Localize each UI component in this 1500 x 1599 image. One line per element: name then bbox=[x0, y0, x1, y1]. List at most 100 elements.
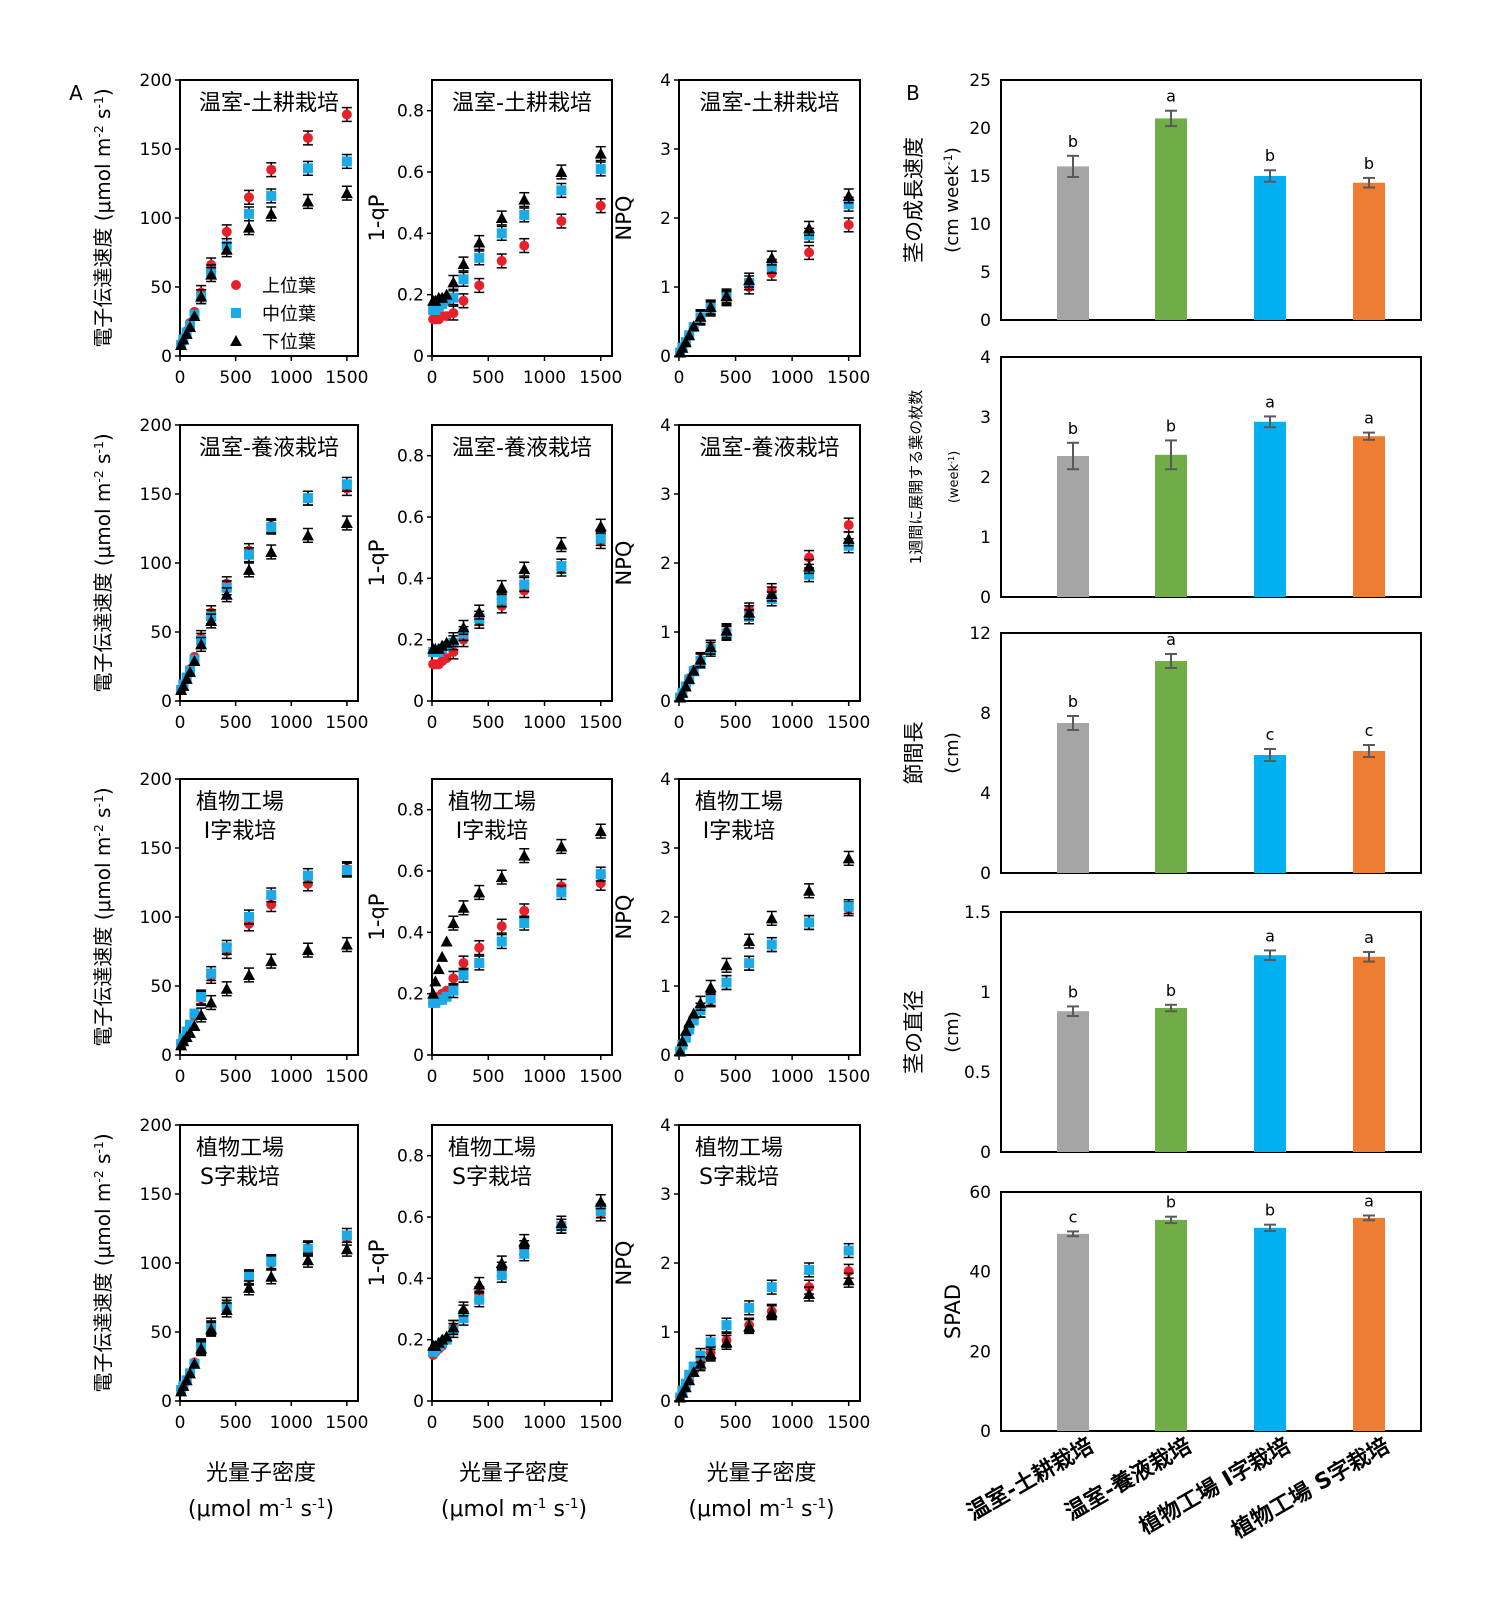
plot-frame bbox=[1000, 911, 1422, 1153]
x-tick-label: 1500 bbox=[827, 1067, 870, 1087]
y-tick-label: 0 bbox=[161, 692, 172, 712]
data-point-lower bbox=[265, 955, 278, 967]
panel-title: S字栽培 bbox=[452, 1165, 532, 1190]
data-point-lower bbox=[694, 653, 707, 665]
data-point-middle bbox=[519, 1248, 530, 1259]
x-tick-label: 1000 bbox=[523, 1413, 566, 1433]
data-point-lower bbox=[842, 852, 855, 864]
data-point-lower bbox=[803, 222, 816, 234]
x-tick-label: 500 bbox=[219, 368, 251, 388]
panel-title: S字栽培 bbox=[699, 1165, 779, 1190]
data-point-lower bbox=[495, 581, 508, 593]
data-point-middle bbox=[804, 1264, 815, 1275]
data-point-middle bbox=[266, 522, 277, 533]
x-tick-label: 500 bbox=[719, 368, 751, 388]
plot-frame bbox=[179, 424, 359, 702]
y-tick-label: 0.6 bbox=[397, 508, 424, 528]
data-point-lower bbox=[555, 1217, 568, 1229]
panel-qp-3: 0 0.2 0.4 0.6 0.8 0 500 1000 1500 植物工場 I字栽培 1-qP bbox=[365, 778, 622, 1087]
x-tick-label: 0 bbox=[427, 1067, 438, 1087]
bar-3 bbox=[1254, 755, 1286, 873]
data-point-middle bbox=[519, 918, 530, 929]
y-tick-label: 150 bbox=[140, 485, 172, 505]
data-point-lower bbox=[518, 849, 531, 861]
y-tick-label: 0.8 bbox=[397, 801, 424, 821]
y-tick-label: 150 bbox=[140, 140, 172, 160]
data-point-lower bbox=[694, 310, 707, 322]
data-point-lower bbox=[265, 545, 278, 557]
data-point-middle bbox=[221, 942, 232, 953]
data-point-upper bbox=[496, 255, 507, 266]
data-point-middle bbox=[448, 292, 459, 303]
data-point-middle bbox=[721, 977, 732, 988]
y-tick-label: 2 bbox=[660, 209, 671, 229]
x-tick-label: 1000 bbox=[523, 368, 566, 388]
data-point-lower bbox=[555, 840, 568, 852]
data-point-middle bbox=[243, 1271, 254, 1282]
data-point-lower bbox=[473, 886, 486, 898]
data-point-lower bbox=[301, 1254, 314, 1266]
y-tick-label: 12 bbox=[969, 624, 991, 644]
y-tick-label: 2 bbox=[980, 468, 991, 488]
data-point-lower bbox=[687, 1366, 700, 1378]
data-point-middle bbox=[441, 991, 452, 1002]
data-point-middle bbox=[185, 1019, 196, 1030]
y-tick-label: 100 bbox=[140, 554, 172, 574]
panel-title: 温室-養液栽培 bbox=[199, 436, 339, 461]
data-point-lower bbox=[555, 166, 568, 177]
y-axis-label: 1週間に展開する葉の枚数 bbox=[907, 390, 925, 565]
data-point-lower bbox=[301, 944, 314, 956]
significance-letter: a bbox=[1166, 630, 1176, 649]
x-tick-label: 500 bbox=[219, 1067, 251, 1087]
x-tick-label: 1500 bbox=[579, 1067, 622, 1087]
y-tick-label: 0 bbox=[161, 347, 172, 367]
y-tick-label: 1 bbox=[660, 623, 671, 643]
bar-2 bbox=[1155, 118, 1187, 321]
data-point-upper bbox=[496, 921, 507, 932]
y-tick-label: 10 bbox=[969, 215, 991, 235]
y-tick-label: 200 bbox=[140, 71, 172, 91]
x-tick-label: 1500 bbox=[827, 1413, 870, 1433]
data-point-lower bbox=[440, 935, 453, 947]
x-tick-label: 1500 bbox=[325, 713, 368, 733]
y-tick-label: 20 bbox=[969, 119, 991, 139]
data-point-lower bbox=[432, 963, 445, 975]
bar-1 bbox=[1057, 1011, 1089, 1152]
data-point-lower bbox=[683, 672, 696, 684]
data-point-middle bbox=[302, 870, 313, 881]
bar-4 bbox=[1353, 436, 1385, 597]
plot-frame bbox=[431, 778, 613, 1056]
y-axis-unit: (cm) bbox=[942, 1011, 963, 1052]
y-tick-label: 0 bbox=[980, 311, 991, 331]
y-tick-label: 150 bbox=[140, 1185, 172, 1205]
x-axis-label: 光量子密度 bbox=[706, 1461, 816, 1486]
bar-4 bbox=[1353, 751, 1385, 873]
x-tick-label: 500 bbox=[219, 713, 251, 733]
panel-label-b: B bbox=[906, 81, 920, 105]
data-point-middle bbox=[474, 958, 485, 968]
x-tick-label: 1500 bbox=[325, 368, 368, 388]
data-point-middle bbox=[843, 1245, 854, 1256]
data-point-lower bbox=[180, 672, 193, 684]
data-point-lower bbox=[765, 588, 778, 600]
data-point-lower bbox=[720, 959, 733, 971]
data-point-upper bbox=[341, 109, 352, 120]
data-point-lower bbox=[184, 321, 197, 333]
data-point-lower bbox=[180, 327, 193, 339]
y-axis-label: 1-qP bbox=[365, 195, 389, 242]
data-point-middle bbox=[744, 958, 755, 969]
x-tick-label: 0 bbox=[175, 713, 186, 733]
data-point-middle bbox=[243, 208, 254, 219]
y-tick-label: 50 bbox=[150, 977, 172, 997]
x-tick-label: 500 bbox=[219, 1413, 251, 1433]
y-tick-label: 0.2 bbox=[397, 631, 424, 651]
x-tick-label: 1000 bbox=[270, 1067, 313, 1087]
y-axis-label: NPQ bbox=[612, 541, 636, 586]
x-tick-label: 0 bbox=[175, 1067, 186, 1087]
bar-3 bbox=[1254, 421, 1286, 597]
data-point-middle bbox=[341, 479, 352, 490]
data-point-lower bbox=[205, 996, 218, 1008]
data-point-lower bbox=[720, 1336, 733, 1348]
y-tick-label: 0 bbox=[161, 1046, 172, 1066]
data-point-upper bbox=[448, 308, 459, 319]
